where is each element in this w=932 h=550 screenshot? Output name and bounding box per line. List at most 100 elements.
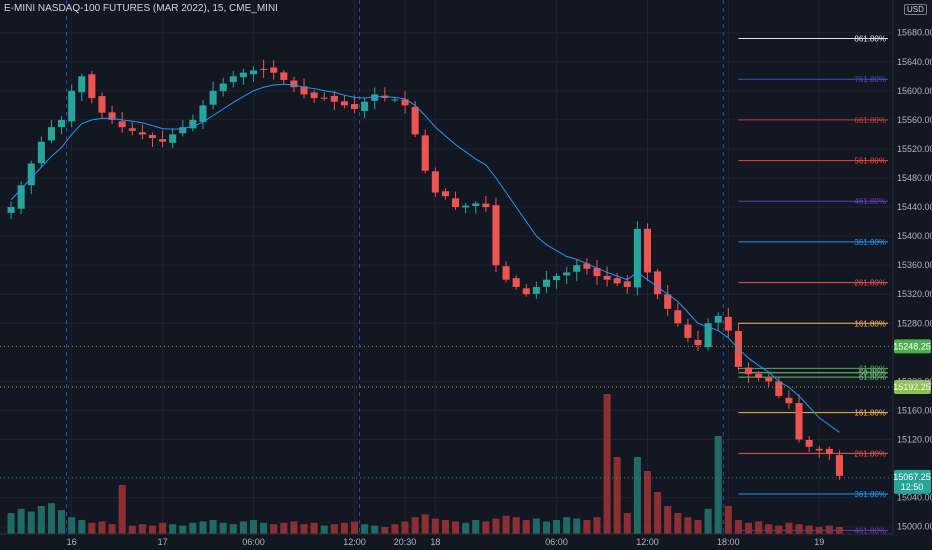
last-price-label: 15067.25 xyxy=(893,472,931,482)
volume-bar xyxy=(441,520,449,534)
candle-body xyxy=(724,316,732,331)
volume-bar xyxy=(775,525,783,534)
volume-bar xyxy=(340,522,348,534)
price-axis-label: 15160.00 xyxy=(897,405,932,415)
session-breaks xyxy=(66,0,724,534)
candle-body xyxy=(148,135,157,139)
candle-body xyxy=(350,104,359,109)
volume-bar xyxy=(512,517,520,534)
ema-line xyxy=(10,83,840,433)
volume-bar xyxy=(320,525,328,534)
fib-level-label: 61.80% xyxy=(859,373,886,382)
candle-body xyxy=(553,276,561,281)
volume-bar xyxy=(280,522,288,534)
symbol-title: E-MINI NASDAQ-100 FUTURES (MAR 2022), 15… xyxy=(4,3,278,14)
candle-body xyxy=(179,127,187,134)
volume-bar xyxy=(310,522,318,534)
volume-bar xyxy=(179,525,187,534)
volume-bar xyxy=(159,522,167,534)
volume-bar xyxy=(704,508,712,534)
volume-bar xyxy=(492,518,500,534)
candle-body xyxy=(522,288,530,295)
volume-bar xyxy=(744,522,753,534)
candle-body xyxy=(27,163,35,186)
volume-bar xyxy=(350,521,359,534)
volume-bar xyxy=(229,524,237,534)
volume-bar xyxy=(724,506,732,534)
candle-body xyxy=(694,339,702,346)
volume-bar xyxy=(755,521,763,534)
candle-body xyxy=(17,185,25,209)
price-axis-label: 15280.00 xyxy=(897,318,932,328)
candle-body xyxy=(37,141,45,164)
fib-level-label: 361.80% xyxy=(854,490,886,499)
candle-body xyxy=(795,402,803,440)
volume-bar xyxy=(734,520,742,534)
volume-bar xyxy=(209,520,217,534)
volume-bar xyxy=(553,520,561,534)
volume-bar xyxy=(694,520,702,534)
fib-level-label: 161.80% xyxy=(854,409,886,418)
volume-bar xyxy=(128,525,136,534)
volume-bar xyxy=(714,436,722,534)
volume-bar xyxy=(98,521,106,534)
price-axis-label: 15000.00 xyxy=(897,522,932,532)
volume-bar xyxy=(765,524,773,534)
fib-level-label: 761.80% xyxy=(854,75,886,84)
time-axis-label: 06:00 xyxy=(545,537,568,547)
candle-body xyxy=(613,278,621,284)
candlestick-series xyxy=(7,59,843,480)
volume-bar xyxy=(17,508,25,534)
time-axis-label: 12:00 xyxy=(343,537,366,547)
candle-body xyxy=(58,119,66,128)
time-axis-label: 20:30 xyxy=(394,537,417,547)
time-axis-label: 17 xyxy=(158,537,168,547)
fib-level-label: 261.80% xyxy=(854,449,886,458)
time-axis-label: 06:00 xyxy=(242,537,265,547)
candle-body xyxy=(189,119,197,129)
candle-body xyxy=(7,207,15,213)
volume-bar xyxy=(199,521,207,534)
price-axis[interactable]: 15680.00 15640.00 15600.00 15560.00 15520.00… xyxy=(892,0,932,534)
candle-body xyxy=(805,439,813,447)
volume-bar xyxy=(361,524,369,534)
volume-bar xyxy=(381,527,389,534)
volume-bar xyxy=(189,522,197,534)
volume-bar xyxy=(462,522,470,534)
fib-level-label: 261.80% xyxy=(854,279,886,288)
candle-body xyxy=(371,94,379,101)
volume-bar xyxy=(825,525,833,534)
time-axis-label: 19 xyxy=(814,537,824,547)
volume-bar xyxy=(472,520,480,534)
volume-bar xyxy=(239,521,247,534)
volume-bar xyxy=(613,457,621,534)
volume-bar xyxy=(249,520,258,534)
candle-body xyxy=(684,324,692,338)
candle-body xyxy=(643,228,652,273)
volume-bar xyxy=(391,524,399,534)
candle-body xyxy=(229,76,237,83)
candle-body xyxy=(249,70,258,75)
volume-bar xyxy=(654,492,662,534)
volume-bar xyxy=(643,471,652,534)
candle-body xyxy=(744,367,753,375)
volume-bar xyxy=(411,517,419,534)
candle-body xyxy=(452,198,460,208)
volume-bar xyxy=(603,394,611,534)
volume-bar xyxy=(674,513,682,534)
currency-badge[interactable]: USD xyxy=(904,4,927,15)
candle-body xyxy=(603,275,611,280)
price-axis-label: 15360.00 xyxy=(897,260,932,270)
volume-bar xyxy=(88,522,96,534)
time-axis[interactable]: 16 17 06:00 12:00 20:30 18 06:00 12:00 18:00 19 xyxy=(0,533,893,547)
candle-body xyxy=(401,99,409,106)
price-axis-label: 15480.00 xyxy=(897,173,932,183)
volume-bar xyxy=(148,525,157,534)
price-axis-label: 15400.00 xyxy=(897,231,932,241)
candle-body xyxy=(482,203,490,208)
volume-bar xyxy=(37,506,45,534)
volume-bar xyxy=(573,518,581,534)
price-axis-label: 15040.00 xyxy=(897,493,932,503)
volume-bar xyxy=(593,517,601,534)
